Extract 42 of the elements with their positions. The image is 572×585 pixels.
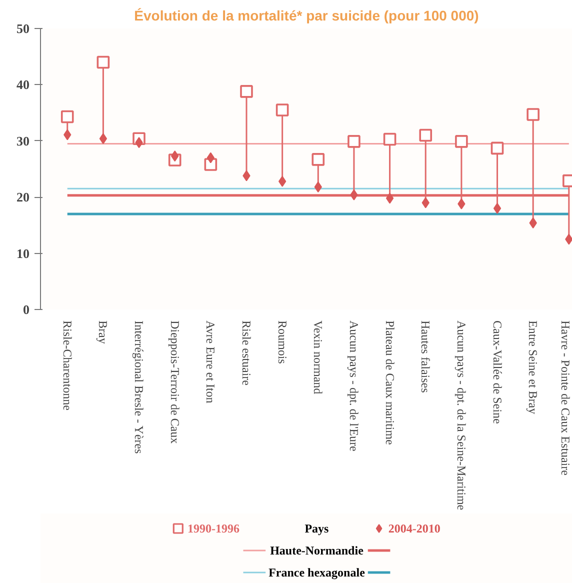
x-tick-label: Plateau de Caux maritime bbox=[382, 320, 397, 445]
point bbox=[455, 135, 468, 148]
x-tick-label: Dieppois-Terroir de Caux bbox=[168, 320, 182, 444]
point bbox=[348, 135, 360, 148]
point bbox=[278, 176, 286, 187]
text: Pays bbox=[304, 522, 330, 536]
y-tick-label: 50 bbox=[16, 21, 30, 36]
point bbox=[386, 192, 394, 204]
point bbox=[419, 128, 432, 142]
point bbox=[240, 85, 253, 98]
point bbox=[526, 108, 540, 121]
x-tick-label: Risle-Charentonne bbox=[60, 320, 74, 410]
x-tick-label: Entre Seine et Bray bbox=[526, 320, 540, 414]
x-tick-label: Vexin normand bbox=[311, 320, 326, 394]
y-tick-label: 30 bbox=[16, 133, 30, 148]
chart-title: Évolution de la mortalité* par suicide (pour 100 000) bbox=[134, 8, 479, 24]
legend-label: Haute-Normandie bbox=[270, 544, 364, 558]
point bbox=[99, 133, 108, 144]
point bbox=[493, 202, 502, 214]
legend-label: 1990-1996 bbox=[187, 522, 240, 536]
y-tick-label: 10 bbox=[16, 246, 30, 261]
point bbox=[60, 110, 74, 124]
point bbox=[383, 132, 396, 146]
x-tick-label: Roumois bbox=[275, 320, 290, 364]
y-tick-label: 0 bbox=[23, 302, 30, 317]
x-tick-label: Interrégional Bresle - Yères bbox=[132, 320, 146, 454]
point bbox=[312, 153, 325, 166]
legend-label: France hexagonale bbox=[268, 566, 366, 580]
x-tick-label: Aucun pays - dpt. de la Seine-Maritime bbox=[454, 320, 468, 510]
x-tick-label: Avre Eure et Iton bbox=[204, 320, 218, 404]
y-tick-label: 40 bbox=[16, 77, 30, 92]
x-tick-label: Bray bbox=[96, 320, 110, 344]
y-tick-label: 20 bbox=[16, 190, 30, 205]
x-tick-label: Hautes falaises bbox=[418, 320, 433, 394]
x-tick-label: Caux-Vallée de Seine bbox=[490, 320, 504, 424]
point bbox=[276, 104, 289, 116]
point bbox=[96, 56, 110, 69]
legend-label: 2004-2010 bbox=[388, 522, 440, 536]
x-tick-label: Aucun pays - dpt. de l'Eure bbox=[346, 320, 361, 452]
x-tick-label: Havre - Pointe de Caux Estuaire bbox=[558, 320, 572, 476]
x-tick-label: Risle estuaire bbox=[239, 320, 254, 386]
point bbox=[490, 142, 504, 155]
